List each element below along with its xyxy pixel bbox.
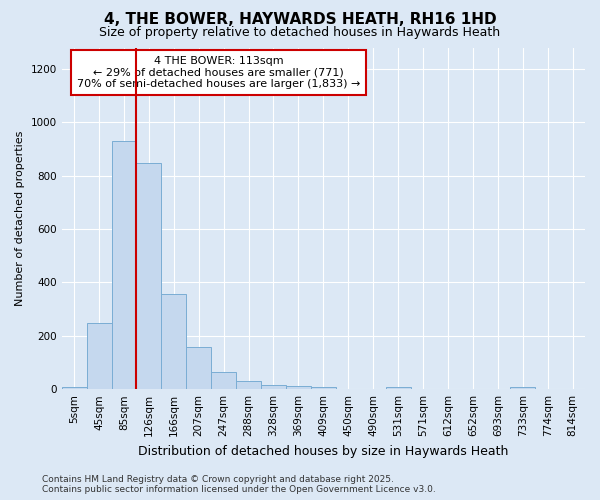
Bar — [112, 141, 136, 389]
Bar — [136, 163, 161, 389]
Bar — [286, 386, 311, 389]
Text: 4 THE BOWER: 113sqm
← 29% of detached houses are smaller (771)
70% of semi-detac: 4 THE BOWER: 113sqm ← 29% of detached ho… — [77, 56, 361, 89]
Bar — [186, 347, 211, 389]
Bar — [62, 387, 86, 389]
Bar — [510, 387, 535, 389]
Bar — [311, 387, 336, 389]
Text: 4, THE BOWER, HAYWARDS HEATH, RH16 1HD: 4, THE BOWER, HAYWARDS HEATH, RH16 1HD — [104, 12, 496, 28]
Bar — [211, 372, 236, 389]
Bar — [236, 381, 261, 389]
Text: Size of property relative to detached houses in Haywards Heath: Size of property relative to detached ho… — [100, 26, 500, 39]
Bar — [386, 387, 410, 389]
Text: Contains HM Land Registry data © Crown copyright and database right 2025.
Contai: Contains HM Land Registry data © Crown c… — [42, 474, 436, 494]
Y-axis label: Number of detached properties: Number of detached properties — [15, 130, 25, 306]
Bar — [261, 385, 286, 389]
Bar — [161, 294, 186, 389]
Bar — [86, 323, 112, 389]
X-axis label: Distribution of detached houses by size in Haywards Heath: Distribution of detached houses by size … — [138, 444, 509, 458]
